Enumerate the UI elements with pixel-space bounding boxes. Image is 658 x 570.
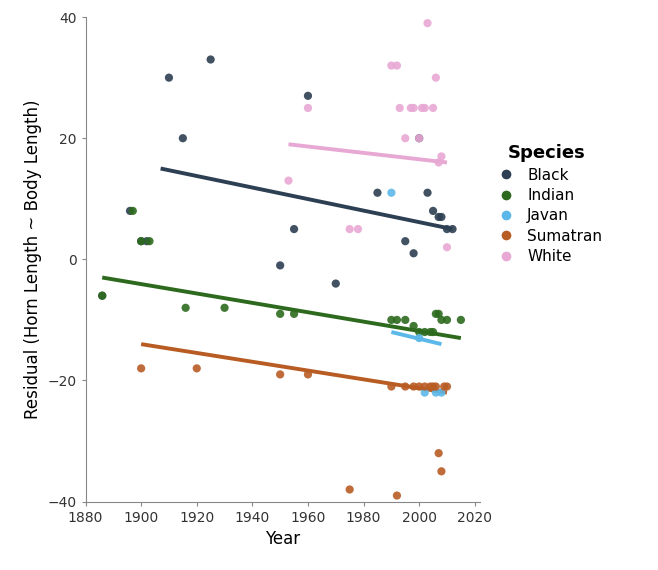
Point [422, 188, 433, 197]
Point [422, 19, 433, 28]
Point [414, 134, 424, 143]
Point [428, 103, 438, 112]
Point [428, 327, 438, 336]
Point [205, 55, 216, 64]
Point [136, 237, 147, 246]
Point [330, 279, 341, 288]
Point [178, 134, 188, 143]
Point [386, 382, 397, 391]
Point [414, 134, 424, 143]
Point [436, 315, 447, 324]
Point [392, 491, 402, 500]
Point [392, 315, 402, 324]
Point [436, 152, 447, 161]
Point [400, 315, 411, 324]
Point [419, 327, 430, 336]
Point [400, 382, 411, 391]
Point [275, 261, 286, 270]
Point [419, 388, 430, 397]
Point [141, 237, 152, 246]
Point [430, 310, 441, 319]
Point [447, 225, 458, 234]
Point [428, 382, 438, 391]
Point [386, 188, 397, 197]
Point [436, 388, 447, 397]
Point [97, 291, 107, 300]
Point [419, 103, 430, 112]
Point [275, 370, 286, 379]
Point [430, 388, 441, 397]
Point [289, 310, 299, 319]
Point [442, 315, 452, 324]
Point [275, 310, 286, 319]
Point [442, 382, 452, 391]
Point [439, 382, 449, 391]
Point [180, 303, 191, 312]
Point [419, 382, 430, 391]
Legend: Black, Indian, Javan, Sumatran, White: Black, Indian, Javan, Sumatran, White [484, 139, 608, 270]
Point [442, 225, 452, 234]
Point [144, 237, 155, 246]
Point [434, 158, 444, 167]
Point [303, 370, 313, 379]
Point [414, 333, 424, 343]
Point [425, 382, 436, 391]
Point [136, 364, 147, 373]
Point [125, 206, 136, 215]
Point [436, 467, 447, 476]
Point [191, 364, 202, 373]
Point [164, 73, 174, 82]
Point [442, 243, 452, 252]
Point [392, 61, 402, 70]
Point [344, 225, 355, 234]
Point [436, 213, 447, 222]
Point [128, 206, 138, 215]
Point [428, 206, 438, 215]
Point [430, 73, 441, 82]
Point [409, 103, 419, 112]
Point [417, 103, 427, 112]
Point [97, 291, 107, 300]
Point [344, 485, 355, 494]
Point [303, 103, 313, 112]
Point [425, 327, 436, 336]
Point [409, 249, 419, 258]
Point [400, 134, 411, 143]
Point [386, 61, 397, 70]
Point [289, 225, 299, 234]
Point [409, 382, 419, 391]
Point [303, 91, 313, 100]
Point [386, 315, 397, 324]
Point [394, 103, 405, 112]
Point [455, 315, 466, 324]
Point [219, 303, 230, 312]
Point [405, 103, 416, 112]
Point [434, 213, 444, 222]
Point [353, 225, 363, 234]
Point [414, 382, 424, 391]
X-axis label: Year: Year [265, 530, 301, 548]
Point [409, 321, 419, 331]
Point [136, 237, 147, 246]
Point [414, 327, 424, 336]
Point [283, 176, 293, 185]
Point [430, 382, 441, 391]
Point [372, 188, 383, 197]
Point [434, 310, 444, 319]
Point [400, 237, 411, 246]
Y-axis label: Residual (Horn Length ~ Body Length): Residual (Horn Length ~ Body Length) [24, 100, 42, 419]
Point [434, 449, 444, 458]
